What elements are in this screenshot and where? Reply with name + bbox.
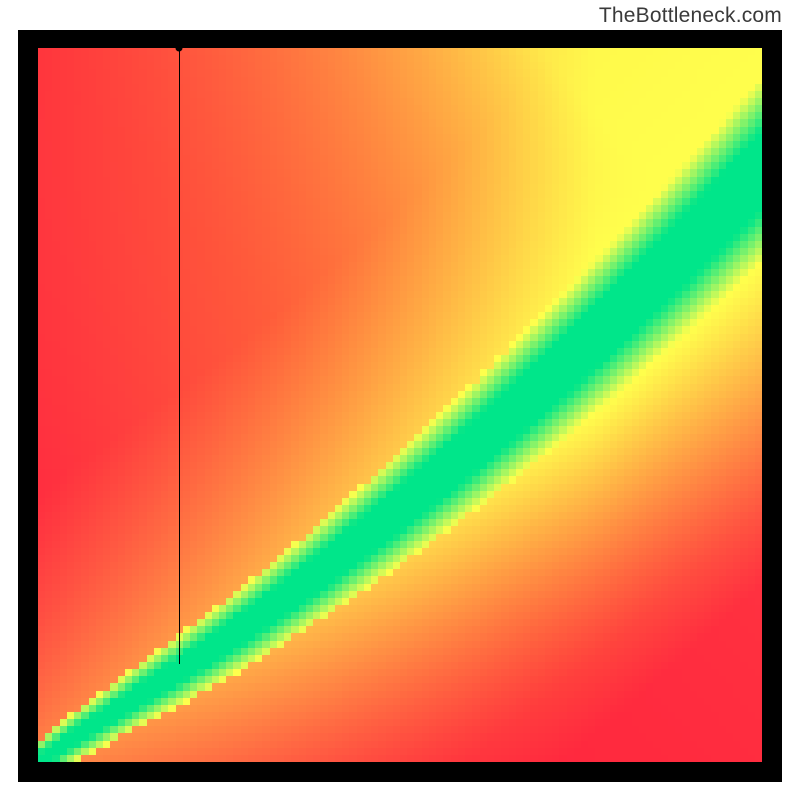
- plot-border: [18, 30, 782, 782]
- marker-dot: [176, 45, 183, 52]
- marker-vertical-line: [179, 48, 180, 664]
- heatmap-area: [38, 48, 762, 762]
- watermark-text: TheBottleneck.com: [599, 4, 782, 28]
- heatmap-canvas: [38, 48, 762, 762]
